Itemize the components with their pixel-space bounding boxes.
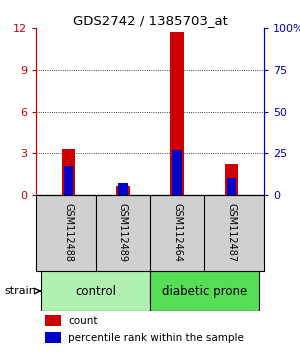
Title: GDS2742 / 1385703_at: GDS2742 / 1385703_at bbox=[73, 14, 227, 27]
Bar bbox=[225, 164, 238, 195]
Bar bbox=[45, 315, 61, 326]
Bar bbox=[118, 183, 128, 195]
Bar bbox=[45, 332, 61, 343]
Text: control: control bbox=[75, 285, 116, 298]
Bar bbox=[62, 149, 75, 195]
Bar bbox=[227, 178, 236, 195]
Text: count: count bbox=[68, 315, 98, 326]
Text: GSM112487: GSM112487 bbox=[226, 203, 236, 262]
Bar bbox=[64, 166, 73, 195]
Text: GSM112464: GSM112464 bbox=[172, 203, 182, 262]
Text: GSM112489: GSM112489 bbox=[118, 203, 128, 262]
Bar bbox=[172, 150, 182, 195]
Bar bbox=[170, 33, 184, 195]
Text: diabetic prone: diabetic prone bbox=[162, 285, 247, 298]
Bar bbox=[150, 271, 259, 311]
Text: GSM112488: GSM112488 bbox=[64, 203, 74, 262]
Bar bbox=[41, 271, 150, 311]
Bar bbox=[116, 187, 130, 195]
Text: percentile rank within the sample: percentile rank within the sample bbox=[68, 333, 244, 343]
Text: strain: strain bbox=[4, 286, 36, 296]
